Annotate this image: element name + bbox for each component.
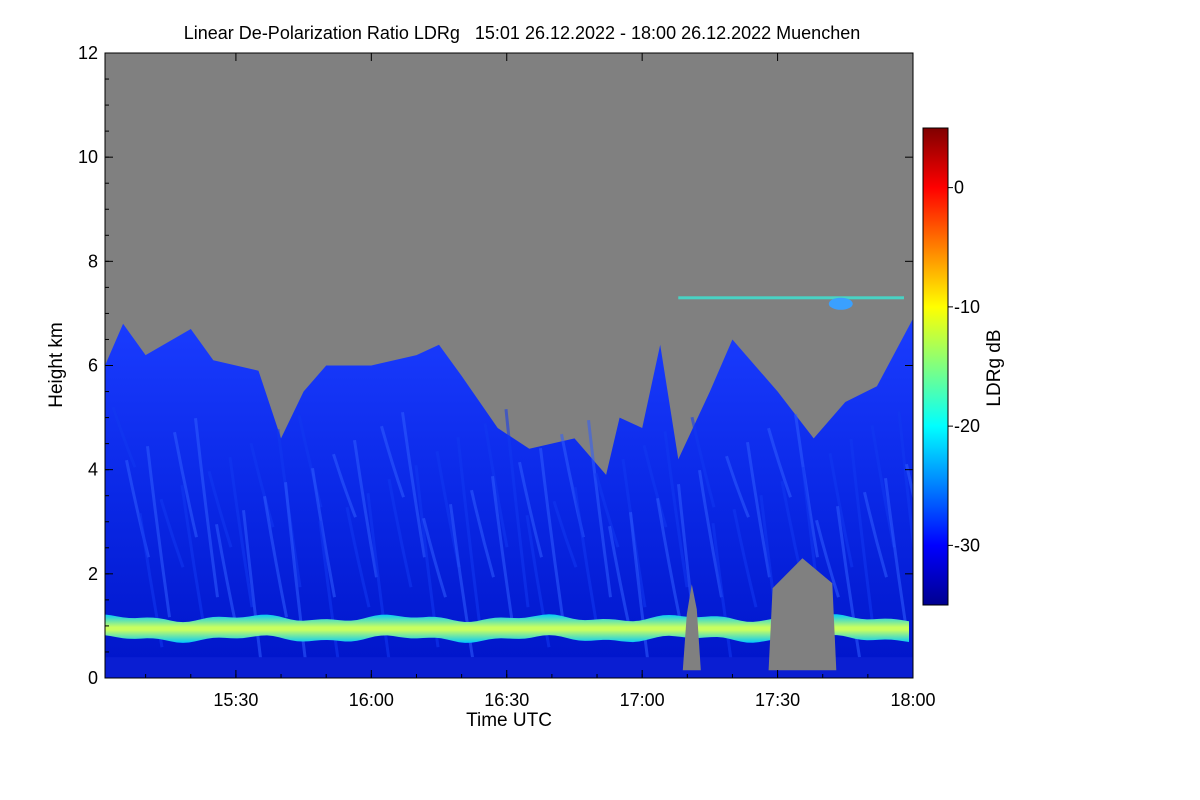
fall-streak [263,495,288,618]
fall-streak [483,422,509,548]
y-tick-label: 2 [88,564,98,584]
fall-streak [284,482,309,678]
fall-streak [456,437,482,628]
melting-layer [105,614,909,643]
fall-streak [828,452,854,568]
x-tick-label: 16:00 [349,690,394,710]
y-tick-label: 10 [78,147,98,167]
x-tick-label: 15:30 [213,690,258,710]
fall-streak [366,493,392,668]
colorbar-label: LDRg dB [984,329,1005,406]
x-tick-label: 18:00 [890,690,935,710]
fall-streak [905,463,913,501]
colorbar-tick-label: -10 [954,297,980,317]
fall-streak [746,441,771,578]
fall-streak [863,491,888,578]
fall-streak [504,409,530,608]
fall-streak [311,467,336,598]
fall-streak [180,484,206,628]
y-tick-label: 6 [88,356,98,376]
x-tick-label: 17:30 [755,690,800,710]
fall-streak [146,446,171,618]
cloud-region [105,318,913,678]
near-ground-layer [105,657,913,678]
fall-streak [228,457,254,608]
fall-streak [552,500,578,568]
x-tick-label: 16:30 [484,690,529,710]
plot-area [105,53,913,678]
fall-streak [470,489,495,578]
y-tick-label: 4 [88,460,98,480]
fall-streak [690,416,716,508]
fall-streak [249,442,275,528]
fall-streak [897,411,913,553]
fall-streak [387,478,413,588]
fall-streak [380,425,405,498]
fall-streak [815,519,840,598]
x-axis: 15:30 16:00 16:30 17:00 17:30 18:00 [145,53,936,710]
colorbar-ticks: 0 -10 -20 -30 [948,178,980,555]
y-tick-label: 12 [78,43,98,63]
fall-streak [698,469,723,598]
fall-streak [767,427,792,498]
fall-streak [401,411,426,558]
fall-streak [518,461,543,558]
fall-streak [656,497,681,618]
y-tick-label: 0 [88,668,98,688]
clear-gap [682,584,701,671]
y-tick-label: 8 [88,251,98,271]
chart-title: Linear De-Polarization Ratio LDRg 15:01 … [184,23,860,43]
fall-streak [836,506,861,658]
fall-streak [332,453,357,518]
colorbar-tick-label: -20 [954,416,980,436]
fall-streak [111,406,137,468]
fall-streak [663,431,689,588]
colorbar-tick-label: 0 [954,178,964,198]
fall-streak [884,478,909,638]
y-axis: 0 2 4 6 8 10 12 [78,43,913,688]
fall-streak [587,420,612,598]
fall-streak [159,498,185,568]
cirrus-patch [828,297,853,310]
fall-streak [194,418,219,598]
fall-streak [594,472,620,548]
fall-streak [207,470,233,548]
fall-streak [345,506,371,608]
fall-streak [173,431,198,538]
fall-streak [573,486,599,628]
clear-gaps [682,558,837,671]
colorbar [922,127,949,606]
cirrus-line [678,296,904,300]
fall-streak [353,439,378,578]
y-axis-label: Height km [46,322,67,408]
cirrus-layer [678,296,904,310]
fall-streak [642,444,668,528]
fall-streak [725,455,750,518]
colorbar-tick-label: -30 [954,535,980,555]
fall-streak [422,517,447,598]
fall-streak [849,439,875,628]
x-tick-label: 17:00 [620,690,665,710]
x-axis-label: Time UTC [466,710,552,731]
fall-streak [539,448,564,618]
fall-streak [732,508,758,608]
clear-gap [768,558,837,671]
